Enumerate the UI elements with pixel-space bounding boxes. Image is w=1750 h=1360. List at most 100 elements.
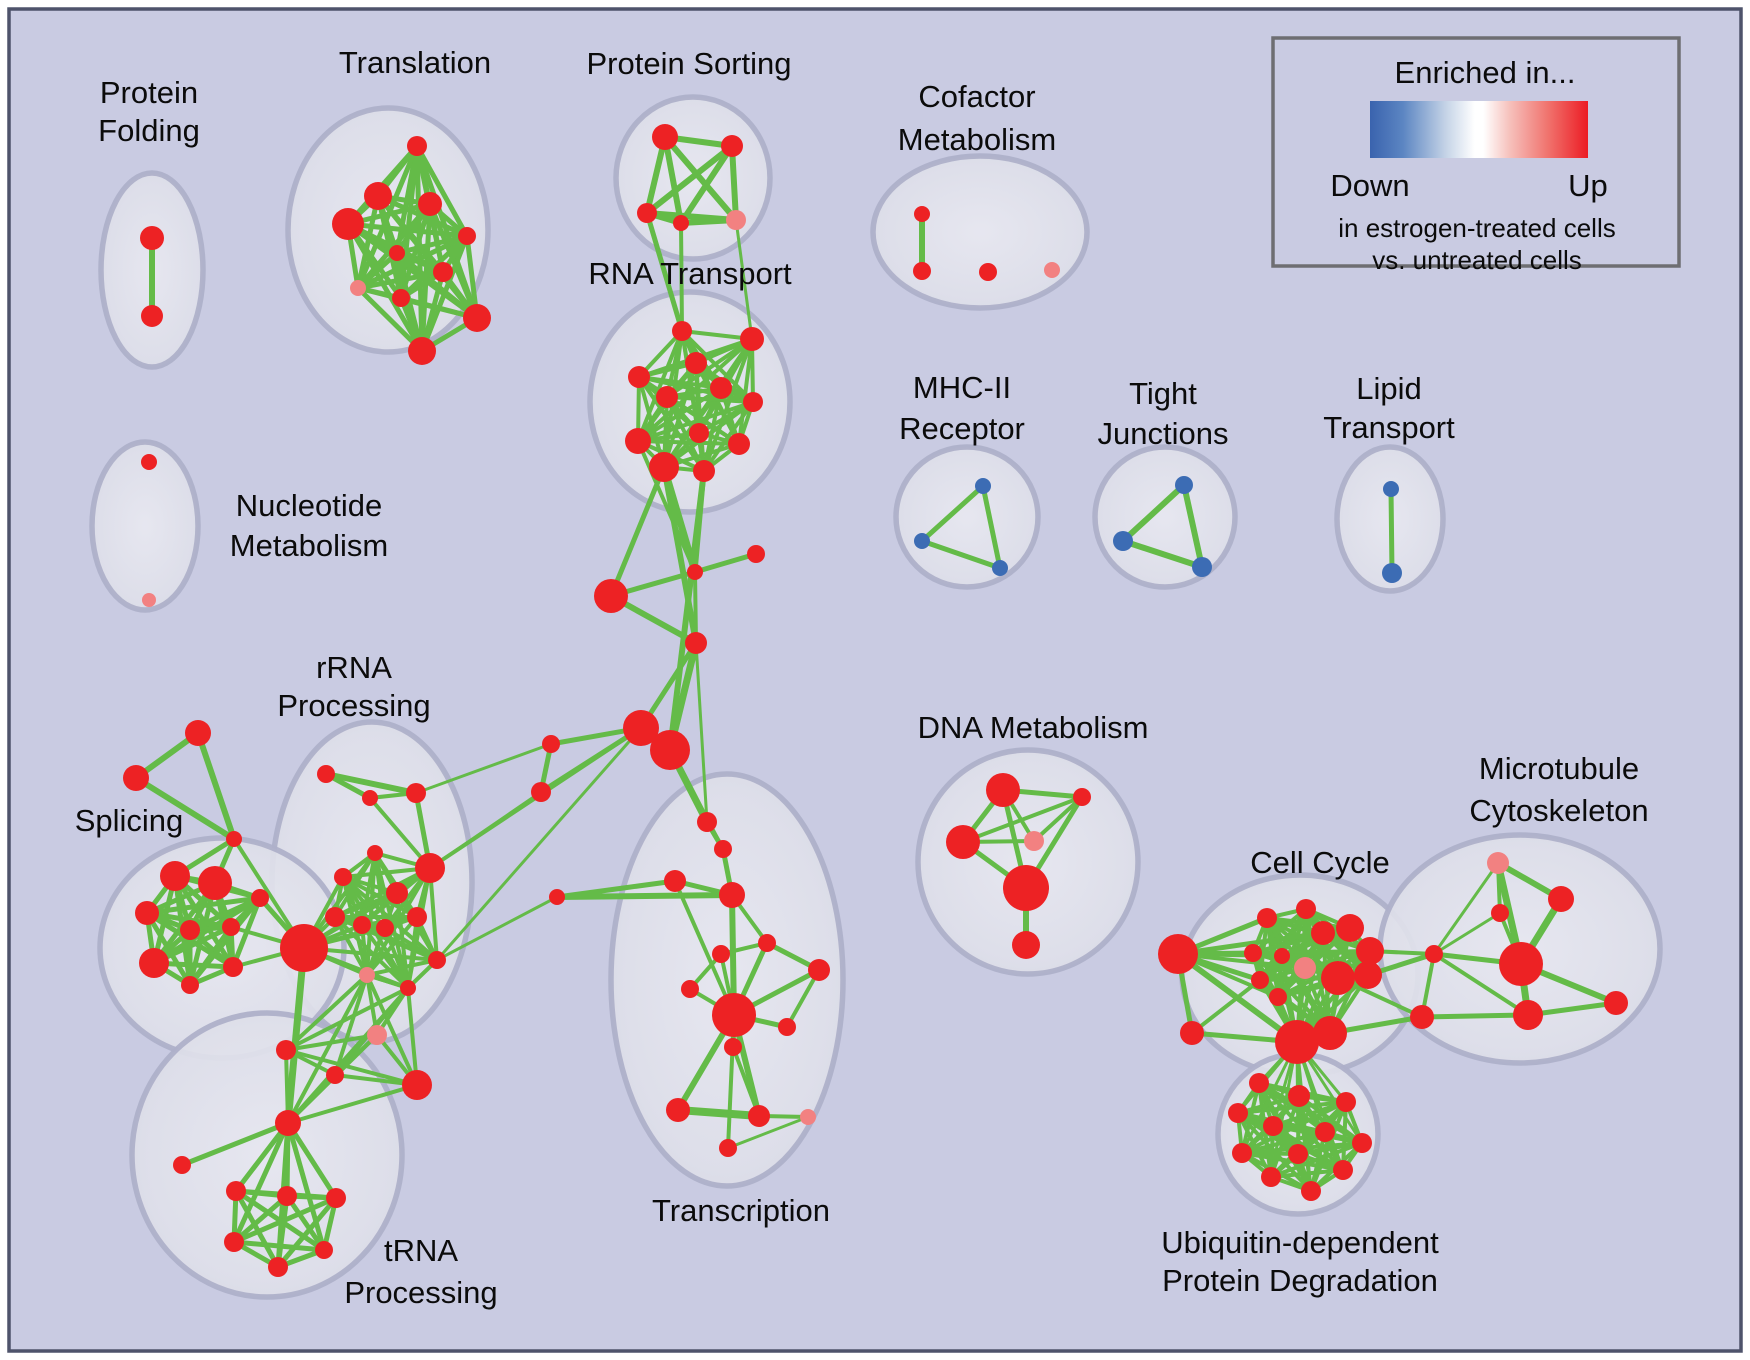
node-tc10[interactable] [712,993,756,1037]
node-rr5[interactable] [334,868,352,886]
node-p1[interactable] [652,124,678,150]
node-t11[interactable] [408,337,436,365]
node-mt4[interactable] [1425,945,1443,963]
node-r2[interactable] [740,327,764,351]
node-t10[interactable] [463,304,491,332]
node-rr4[interactable] [415,853,445,883]
node-t3[interactable] [332,208,364,240]
node-s4[interactable] [160,861,190,891]
node-rr6[interactable] [367,845,383,861]
node-h1[interactable] [975,478,991,494]
node-m4[interactable] [685,632,707,654]
node-u1[interactable] [1249,1073,1269,1093]
node-s3[interactable] [226,831,242,847]
node-tc6[interactable] [758,934,776,952]
node-u4[interactable] [1228,1103,1248,1123]
node-tc5[interactable] [549,889,565,905]
node-rr15[interactable] [400,980,416,996]
node-c2[interactable] [913,262,931,280]
node-c3[interactable] [979,263,997,281]
node-cc13[interactable] [1354,961,1382,989]
node-r1[interactable] [672,321,692,341]
node-l1[interactable] [1383,481,1399,497]
node-cc16[interactable] [1275,1020,1319,1064]
node-cc12[interactable] [1321,961,1355,995]
node-m1[interactable] [687,564,703,580]
node-cc9[interactable] [1274,948,1290,964]
node-rr14[interactable] [428,951,446,969]
node-cc10[interactable] [1294,957,1316,979]
node-mt2[interactable] [1548,886,1574,912]
node-m7[interactable] [542,735,560,753]
node-mt1[interactable] [1487,852,1509,874]
node-d4[interactable] [1024,831,1044,851]
node-rr2[interactable] [362,790,378,806]
node-tc12[interactable] [724,1038,742,1056]
node-r4[interactable] [628,366,650,388]
node-t1[interactable] [407,136,427,156]
node-d3[interactable] [946,825,980,859]
node-u11[interactable] [1333,1160,1353,1180]
node-tc14[interactable] [748,1105,770,1127]
node-r7[interactable] [743,392,763,412]
node-tc13[interactable] [666,1098,690,1122]
node-tc7[interactable] [712,945,730,963]
node-tc1[interactable] [697,812,717,832]
node-p3[interactable] [637,203,657,223]
node-tnh[interactable] [275,1110,301,1136]
node-u3[interactable] [1336,1092,1356,1112]
node-cc8[interactable] [1244,944,1262,962]
node-s12[interactable] [251,889,269,907]
node-rr17[interactable] [326,1066,344,1084]
node-s11[interactable] [223,957,243,977]
node-cc15[interactable] [1269,988,1287,1006]
node-rr18[interactable] [402,1070,432,1100]
node-tn0[interactable] [173,1156,191,1174]
node-tn4[interactable] [224,1232,244,1252]
node-t6[interactable] [389,245,405,261]
node-pf2[interactable] [141,305,163,327]
node-r9[interactable] [625,428,651,454]
node-c4[interactable] [1044,262,1060,278]
node-cc3[interactable] [1257,908,1277,928]
node-rr9[interactable] [353,916,371,934]
node-rr8[interactable] [325,907,345,927]
node-u8[interactable] [1232,1143,1252,1163]
node-s7[interactable] [180,920,200,940]
node-tc2[interactable] [714,840,732,858]
node-m3[interactable] [594,579,628,613]
node-rr16[interactable] [276,1040,296,1060]
node-d1[interactable] [986,773,1020,807]
node-t2[interactable] [364,182,392,210]
node-m6[interactable] [650,730,690,770]
node-r10[interactable] [728,433,750,455]
node-rr3[interactable] [406,783,426,803]
node-rr19[interactable] [367,1025,387,1045]
node-rr11[interactable] [407,907,427,927]
node-u6[interactable] [1315,1122,1335,1142]
node-u5[interactable] [1263,1116,1283,1136]
node-r12[interactable] [693,460,715,482]
node-r8[interactable] [689,423,709,443]
node-c1[interactable] [914,206,930,222]
node-mt5[interactable] [1499,942,1543,986]
node-j2[interactable] [1113,531,1133,551]
node-tn3[interactable] [326,1188,346,1208]
node-r11[interactable] [649,452,679,482]
node-u10[interactable] [1261,1167,1281,1187]
node-pf1[interactable] [140,226,164,250]
node-cc2[interactable] [1180,1021,1204,1045]
node-p5[interactable] [726,210,746,230]
node-tc9[interactable] [681,980,699,998]
node-s6[interactable] [135,901,159,925]
node-cc17[interactable] [1313,1016,1347,1050]
node-mt3[interactable] [1491,904,1509,922]
node-cc7[interactable] [1356,937,1384,965]
node-tc16[interactable] [719,1139,737,1157]
node-j3[interactable] [1192,557,1212,577]
node-cc6[interactable] [1336,914,1364,942]
node-cc4[interactable] [1296,899,1316,919]
node-tn1[interactable] [226,1181,246,1201]
node-r5[interactable] [710,377,732,399]
node-mt7[interactable] [1604,991,1628,1015]
